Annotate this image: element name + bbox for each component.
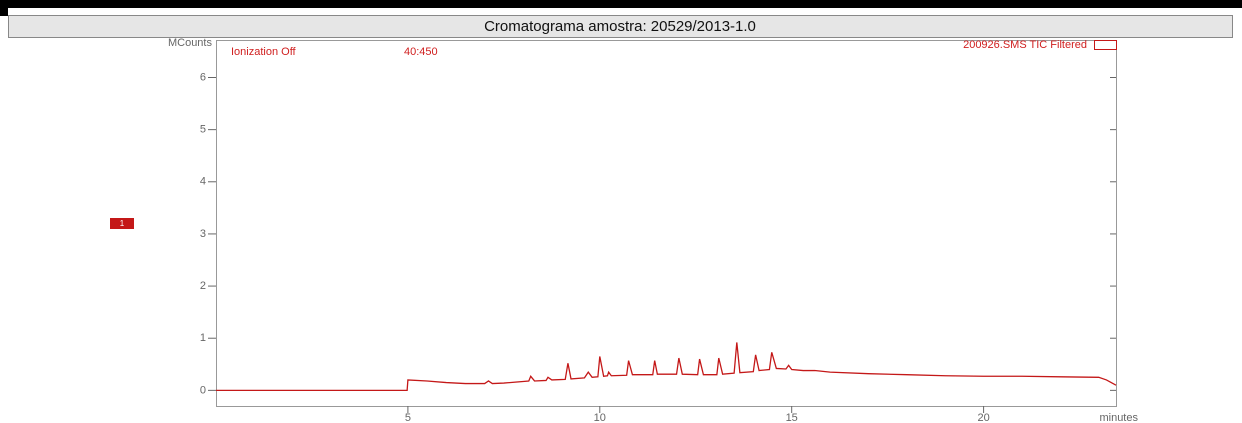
annotation: Ionization Off	[231, 46, 297, 58]
y-tick-label: 1	[200, 332, 206, 344]
annotation: 40:450	[404, 46, 438, 58]
header-band	[8, 15, 1233, 38]
y-tick-label: 3	[200, 228, 206, 240]
y-tick-label: 0	[200, 384, 206, 396]
x-tick-label: 20	[977, 412, 989, 423]
y-tick-label: 6	[200, 71, 206, 83]
x-tick-label: 10	[594, 412, 606, 423]
y-axis-label: MCounts	[168, 37, 213, 49]
x-axis-label: minutes	[1099, 412, 1138, 423]
trace	[216, 342, 1117, 392]
window-icon	[1094, 40, 1117, 50]
annotation: 200926.SMS TIC Filtered	[963, 39, 1087, 51]
legend-swatch	[110, 218, 134, 229]
legend-label: 1	[120, 219, 125, 228]
chart-title: Cromatograma amostra: 20529/2013-1.0	[484, 18, 756, 35]
left-bar	[0, 0, 8, 16]
y-tick-label: 4	[200, 176, 206, 188]
x-tick-label: 15	[786, 412, 798, 423]
y-tick-label: 5	[200, 124, 206, 136]
x-tick-label: 5	[405, 412, 411, 423]
y-tick-label: 2	[200, 280, 206, 292]
plot-frame	[216, 40, 1117, 407]
top-bar	[0, 0, 1242, 8]
